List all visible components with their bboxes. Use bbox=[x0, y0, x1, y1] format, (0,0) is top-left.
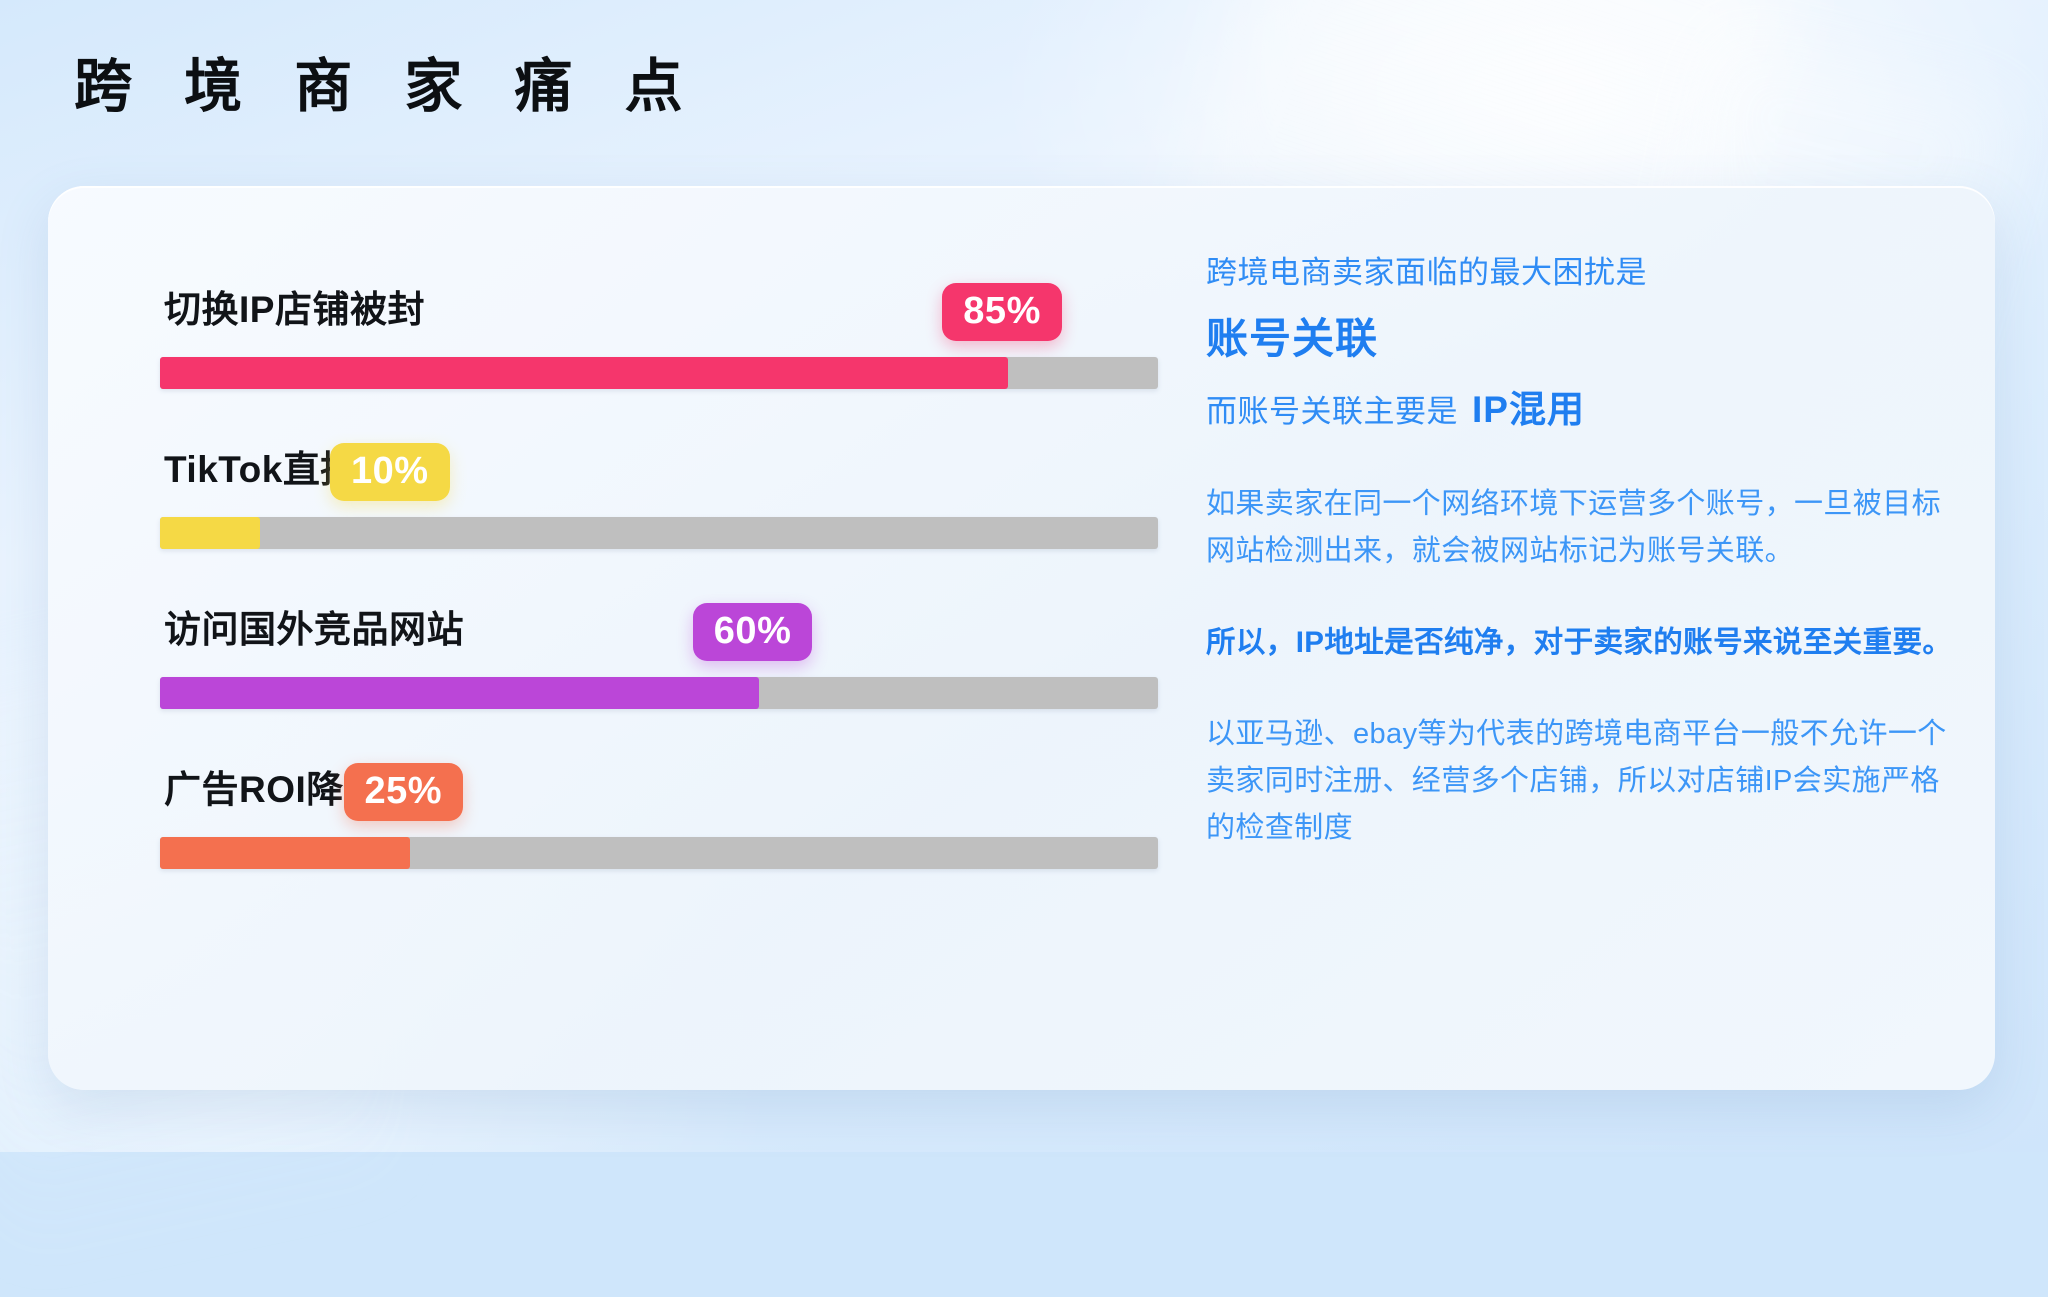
bar-value-badge: 10% bbox=[330, 443, 450, 501]
page-title: 跨 境 商 家 痛 点 bbox=[74, 54, 701, 119]
bar-track bbox=[160, 677, 1158, 709]
bar-value-badge: 25% bbox=[343, 763, 464, 821]
bar-row: TikTok直播卡顿 10% bbox=[106, 421, 1158, 581]
content-card: 切换IP店铺被封 85% TikTok直播卡顿 10% 访问国外竞品网站 60% bbox=[48, 186, 1995, 1090]
copy-sub: 而账号关联主要是 IP混用 bbox=[1206, 385, 1966, 435]
bar-value-badge: 85% bbox=[942, 283, 1062, 341]
bar-label: 访问国外竞品网站 bbox=[164, 609, 464, 650]
bar-header: 广告ROI降低 25% bbox=[106, 741, 1158, 827]
bar-header: 切换IP店铺被封 85% bbox=[106, 261, 1158, 347]
bar-header: 访问国外竞品网站 60% bbox=[106, 581, 1158, 667]
bar-track bbox=[160, 837, 1158, 869]
bar-track bbox=[160, 517, 1158, 549]
bar-fill bbox=[160, 517, 260, 549]
bar-label: 切换IP店铺被封 bbox=[164, 289, 425, 330]
bar-row: 广告ROI降低 25% bbox=[106, 741, 1158, 901]
pain-point-bar-chart: 切换IP店铺被封 85% TikTok直播卡顿 10% 访问国外竞品网站 60% bbox=[106, 261, 1158, 901]
bar-value-badge: 60% bbox=[692, 603, 813, 661]
copy-lead: 跨境电商卖家面临的最大困扰是 bbox=[1206, 255, 1647, 290]
copy-paragraph-2: 所以，IP地址是否纯净，对于卖家的账号来说至关重要。 bbox=[1206, 625, 1953, 659]
explanation-panel: 跨境电商卖家面临的最大困扰是 账号关联 而账号关联主要是 IP混用 如果卖家在同一… bbox=[1206, 250, 1966, 852]
copy-paragraph-3: 以亚马逊、ebay等为代表的跨境电商平台一般不允许一个卖家同时注册、经营多个店铺… bbox=[1206, 717, 1947, 844]
copy-hero: 账号关联 bbox=[1206, 314, 1379, 362]
copy-sub-prefix: 而账号关联主要是 bbox=[1206, 394, 1458, 429]
bar-fill bbox=[160, 677, 759, 709]
bar-track bbox=[160, 357, 1158, 389]
bar-fill bbox=[160, 837, 410, 869]
bar-header: TikTok直播卡顿 10% bbox=[106, 421, 1158, 507]
bar-row: 切换IP店铺被封 85% bbox=[106, 261, 1158, 421]
bar-fill bbox=[160, 357, 1009, 389]
bar-row: 访问国外竞品网站 60% bbox=[106, 581, 1158, 741]
copy-sub-emphasis: IP混用 bbox=[1472, 389, 1585, 430]
copy-paragraph-1: 如果卖家在同一个网络环境下运营多个账号，一旦被目标网站检测出来，就会被网站标记为… bbox=[1206, 487, 1942, 567]
